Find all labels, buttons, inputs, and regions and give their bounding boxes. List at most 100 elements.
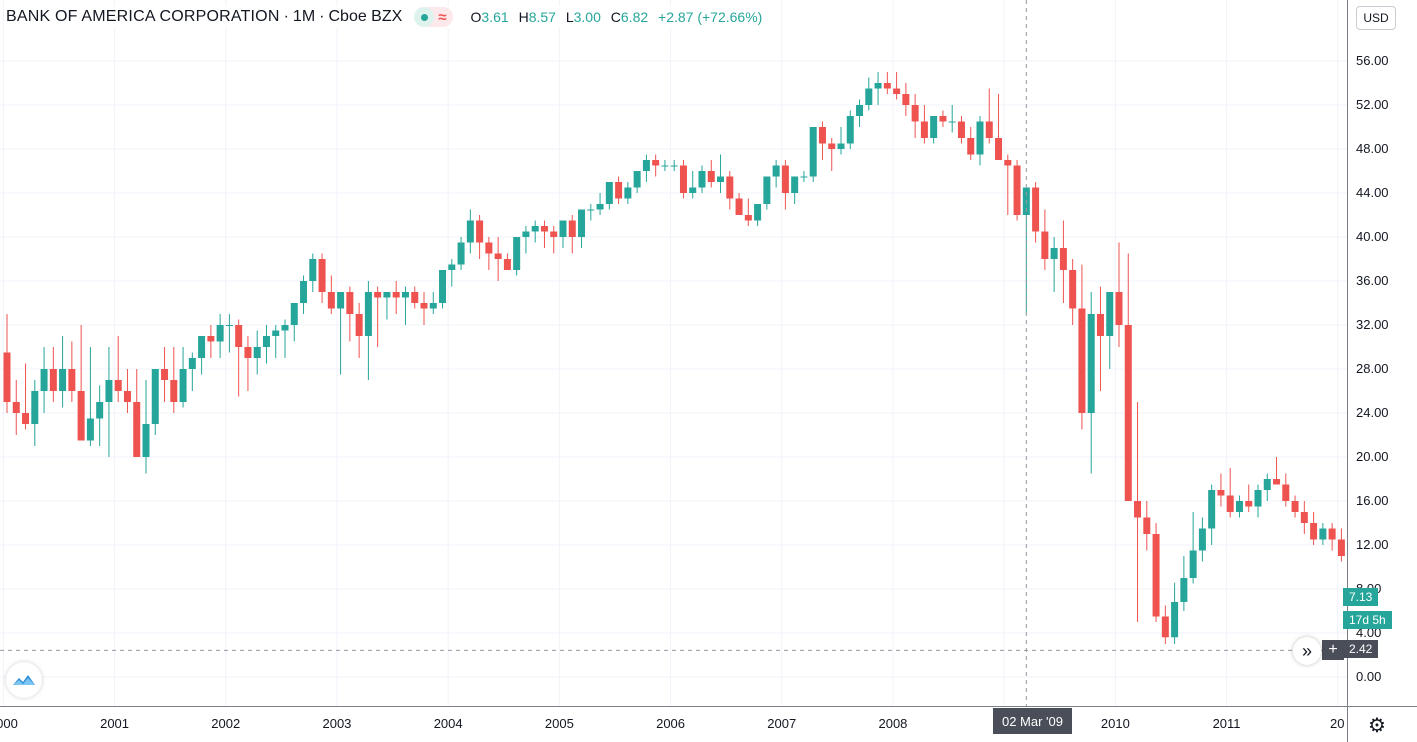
candle-body [717,176,725,182]
candle-body [1189,550,1197,578]
candle-body [188,358,196,369]
candle-body [96,402,104,419]
candle-body [930,116,938,138]
candle-body [985,121,993,138]
candle-body [401,292,409,298]
candle-body [1134,501,1142,518]
candle-body [513,237,521,270]
candle-body [494,253,502,259]
price-tick-label: 0.00 [1356,669,1382,684]
price-tick-label: 36.00 [1356,273,1389,288]
time-tick-label: 2006 [656,716,686,731]
candle-body [1263,479,1271,490]
time-tick-label: 2003 [322,716,352,731]
candle-body [754,204,762,221]
candle-body [225,325,233,326]
data-delay-icon: ≈ [438,8,447,26]
candlestick-chart[interactable] [0,0,1347,706]
candle-body [633,171,641,188]
candle-body [1152,534,1160,617]
candle-body [281,325,289,331]
candle-body [837,143,845,149]
time-axis[interactable] [0,706,1347,742]
gear-icon[interactable]: ⚙ [1368,715,1386,737]
candle-body [476,220,484,243]
time-tick-label: 2000 [0,716,18,731]
symbol-legend: BANK OF AMERICA CORPORATION · 1M · Cboe … [6,6,769,28]
price-tick-label: 44.00 [1356,185,1389,200]
candle-body [550,231,558,237]
candle-body [457,242,465,265]
candle-body [151,369,159,424]
candle-body [179,369,187,402]
candle-body [1069,270,1077,309]
candle-body [1050,248,1058,259]
candle-body [420,303,428,309]
time-tick-label: 2011 [1212,716,1241,731]
last-price-tag: 7.13 [1343,588,1379,606]
candle-body [253,347,261,358]
symbol-name[interactable]: BANK OF AMERICA CORPORATION [6,8,280,25]
tradingview-cloud-icon [13,675,35,685]
candle-body [642,160,650,171]
candle-body [1235,501,1243,512]
tradingview-logo[interactable] [6,662,42,698]
currency-button[interactable]: USD [1356,6,1396,30]
candle-body [828,143,836,149]
candle-body [22,413,30,424]
candle-body [31,391,39,424]
high-label: H [518,9,529,25]
price-tick-label: 24.00 [1356,405,1389,420]
add-plus-button[interactable]: + [1322,640,1344,660]
exchange-label[interactable]: Cboe BZX [328,8,403,25]
time-tick-label: 20 [1330,716,1345,731]
candle-body [818,127,826,144]
price-tick-label: 20.00 [1356,449,1389,464]
candle-body [364,292,372,336]
candle-body [902,94,910,105]
candle-body [1245,501,1253,507]
price-tick-label: 4.00 [1356,625,1382,640]
legend-separator: · [319,8,325,25]
candle-body [86,418,94,441]
status-pill[interactable]: ≈ [414,7,453,27]
price-tick-label: 12.00 [1356,537,1389,552]
candle-body [170,380,178,402]
price-tick-label: 28.00 [1356,361,1389,376]
candle-body [1273,479,1281,485]
time-tick-label: 2010 [1100,716,1130,731]
candle-body [346,292,354,314]
candle-body [1106,292,1114,336]
candle-body [679,165,687,193]
candle-body [161,369,169,380]
price-tick-label: 40.00 [1356,229,1389,244]
candle-body [123,391,131,402]
change-value: +2.87 (+72.66%) [658,9,763,25]
price-tick-label: 48.00 [1356,141,1389,156]
chart-pane[interactable] [0,0,1347,706]
scroll-to-realtime-button[interactable]: » [1293,637,1321,665]
candle-body [1282,484,1290,501]
time-tick-label: 2002 [211,716,241,731]
candle-body [800,176,808,178]
candle-body [1096,314,1104,336]
time-tick-label: 2004 [433,716,463,731]
candle-body [587,209,595,211]
candle-body [1226,495,1234,512]
market-status-icon [414,7,435,27]
candle-body [59,369,67,391]
candle-body [726,176,734,199]
low-value: 3.00 [573,9,601,25]
interval-label[interactable]: 1M [292,8,316,25]
candle-body [1254,490,1262,507]
candle-body [883,83,891,89]
candle-body [995,138,1003,160]
candle-body [744,215,752,221]
candle-body [1171,601,1179,638]
candle-body [392,292,400,298]
candle-body [948,121,956,123]
candle-body [383,292,391,298]
candle-body [1059,248,1067,270]
candle-body [327,292,335,309]
candle-body [114,380,122,391]
